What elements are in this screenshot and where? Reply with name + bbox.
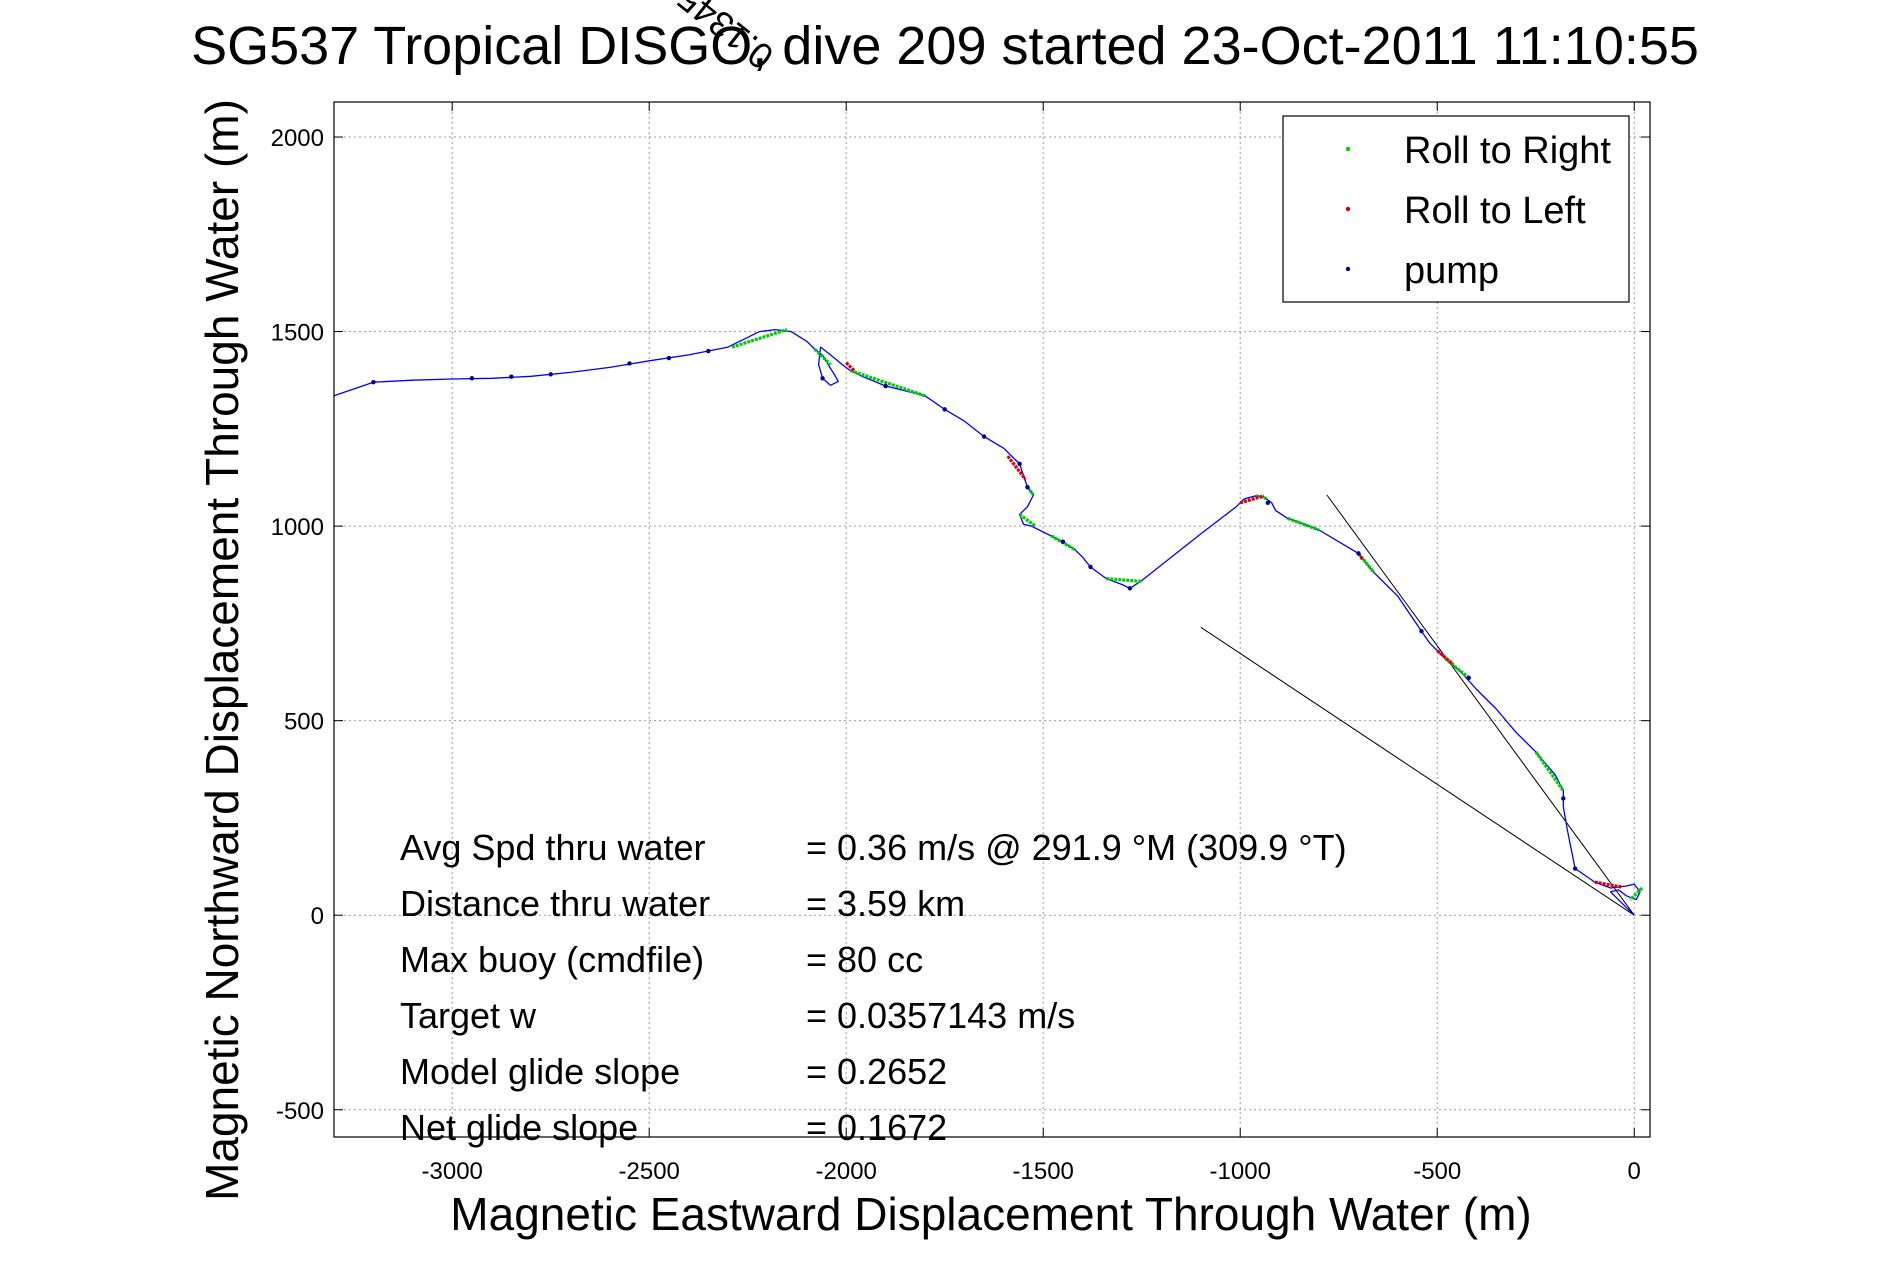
pump-point xyxy=(1265,500,1271,505)
x-tick-label: -2500 xyxy=(619,1158,680,1185)
pump-point xyxy=(1088,564,1093,570)
stat-value: = 3.59 km xyxy=(806,883,965,924)
reference-line xyxy=(1200,626,1635,916)
roll-left-segment xyxy=(1239,494,1265,505)
x-tick-label: -3000 xyxy=(422,1158,483,1185)
pump-point xyxy=(548,372,553,377)
roll-left-segment xyxy=(845,361,856,372)
legend-label: Roll to Left xyxy=(1404,190,1586,232)
plot-area-frame xyxy=(333,101,1651,1138)
legend-box xyxy=(1282,115,1630,303)
roll-right-segment xyxy=(1106,577,1142,583)
legend-label: Roll to Right xyxy=(1404,130,1611,172)
x-tick-label: -500 xyxy=(1413,1158,1461,1185)
y-tick-label: 500 xyxy=(284,709,324,736)
pump-point xyxy=(981,434,987,439)
track-line xyxy=(333,328,1641,916)
y-tick-label: 1500 xyxy=(271,320,324,347)
pump-point xyxy=(820,376,825,381)
pump-point xyxy=(1356,551,1361,556)
stat-value: = 0.0357143 m/s xyxy=(806,995,1075,1036)
pump-point xyxy=(1060,539,1066,544)
pump-point xyxy=(1127,586,1133,591)
pump-point xyxy=(1561,796,1566,801)
reference-line xyxy=(1326,494,1635,916)
roll-right-segment xyxy=(849,368,926,398)
legend-marker xyxy=(1345,146,1351,152)
x-tick-label: -1000 xyxy=(1210,1158,1271,1185)
axis-ticks: -3000 -2500 -2000 -1500 -1000 -500 0 -500 0 500 10… xyxy=(271,102,1650,1185)
stat-value: = 0.36 m/s @ 291.9 °M (309.9 °T) xyxy=(806,827,1347,868)
legend-marker xyxy=(1345,266,1351,272)
pump-point xyxy=(371,379,376,385)
pump-point xyxy=(942,407,947,412)
roll-right-segment xyxy=(1629,886,1644,901)
stat-label: Net glide slope xyxy=(400,1107,638,1148)
y-tick-label: 0 xyxy=(311,903,324,930)
track-layer xyxy=(333,328,1641,916)
x-tick-label: -2000 xyxy=(816,1158,877,1185)
pump-point xyxy=(469,376,475,381)
y-tick-label: -500 xyxy=(276,1098,324,1125)
pump-point xyxy=(706,348,711,354)
roll-left-segment xyxy=(1594,880,1623,889)
stat-label: Avg Spd thru water xyxy=(400,827,706,868)
y-tick-label: 2000 xyxy=(271,125,324,152)
stat-label: Target w xyxy=(400,995,537,1036)
pump-point xyxy=(1025,485,1030,490)
stat-label: Distance thru water xyxy=(400,883,710,924)
pump-point xyxy=(666,355,672,361)
legend: Roll to Right Roll to Left pump xyxy=(1282,115,1630,303)
roll-left-segment xyxy=(1006,455,1027,481)
y-tick-label: 1000 xyxy=(271,514,324,541)
roll-right-segment xyxy=(1018,513,1037,528)
roll-left-segment xyxy=(1436,649,1455,666)
dive-stats: Avg Spd thru water = 0.36 m/s @ 291.9 °M … xyxy=(400,827,1347,1148)
roll-right-segment xyxy=(1286,516,1320,532)
marks-layer xyxy=(371,328,1644,901)
roll-right-segment xyxy=(813,347,832,366)
legend-marker xyxy=(1345,206,1351,212)
pump-point xyxy=(883,383,888,389)
reference-lines xyxy=(1200,494,1635,916)
legend-label: pump xyxy=(1404,250,1499,292)
stat-label: Max buoy (cmdfile) xyxy=(400,939,704,980)
pump-point xyxy=(1419,628,1424,634)
x-axis-label: Magnetic Eastward Displacement Through W… xyxy=(450,1188,1531,1240)
chart-title: SG537 Tropical DISGO, dive 209 started 2… xyxy=(191,16,1699,76)
stat-value: = 0.2652 xyxy=(806,1051,947,1092)
stat-value: = 80 cc xyxy=(806,939,923,980)
y-axis-label: Magnetic Northward Displacement Through … xyxy=(196,99,248,1201)
pump-point xyxy=(1017,461,1022,467)
x-tick-label: -1500 xyxy=(1013,1158,1074,1185)
pump-point xyxy=(509,374,514,379)
x-tick-label: 0 xyxy=(1628,1158,1641,1185)
pump-point xyxy=(1572,866,1578,871)
roll-right-segment xyxy=(731,328,788,349)
stat-value: = 0.1672 xyxy=(806,1107,947,1148)
stat-label: Model glide slope xyxy=(400,1051,680,1092)
pump-point xyxy=(627,361,632,366)
pump-point xyxy=(1466,675,1471,681)
